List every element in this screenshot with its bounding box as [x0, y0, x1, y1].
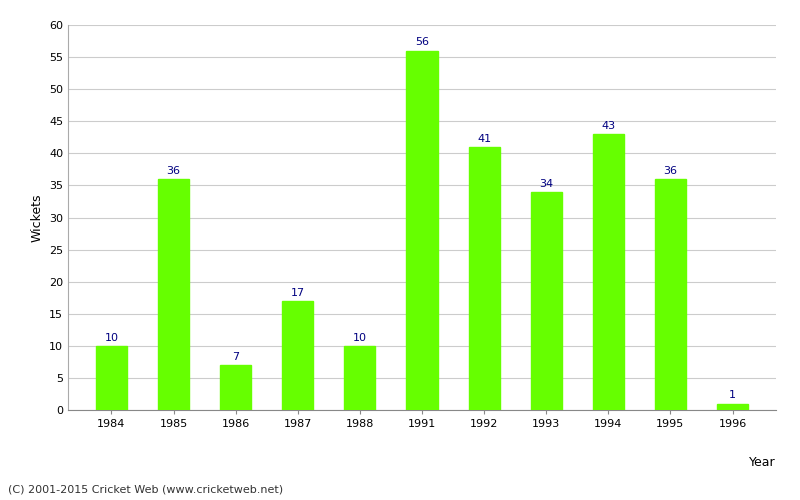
Text: 43: 43: [602, 121, 615, 131]
Bar: [158, 179, 189, 410]
Text: 7: 7: [232, 352, 239, 362]
Bar: [530, 192, 562, 410]
Text: 34: 34: [539, 178, 554, 188]
Bar: [655, 179, 686, 410]
Text: 10: 10: [353, 332, 367, 342]
Text: 1: 1: [729, 390, 736, 400]
Text: 17: 17: [290, 288, 305, 298]
Text: 56: 56: [415, 38, 429, 48]
Bar: [593, 134, 624, 410]
Text: 36: 36: [663, 166, 678, 176]
Text: 10: 10: [105, 332, 118, 342]
Text: Year: Year: [750, 456, 776, 469]
Text: (C) 2001-2015 Cricket Web (www.cricketweb.net): (C) 2001-2015 Cricket Web (www.cricketwe…: [8, 485, 283, 495]
Bar: [96, 346, 127, 410]
Y-axis label: Wickets: Wickets: [30, 193, 43, 242]
Bar: [282, 301, 314, 410]
Bar: [344, 346, 375, 410]
Bar: [220, 365, 251, 410]
Text: 36: 36: [166, 166, 181, 176]
Bar: [717, 404, 748, 410]
Bar: [406, 50, 438, 410]
Bar: [469, 147, 500, 410]
Text: 41: 41: [477, 134, 491, 143]
